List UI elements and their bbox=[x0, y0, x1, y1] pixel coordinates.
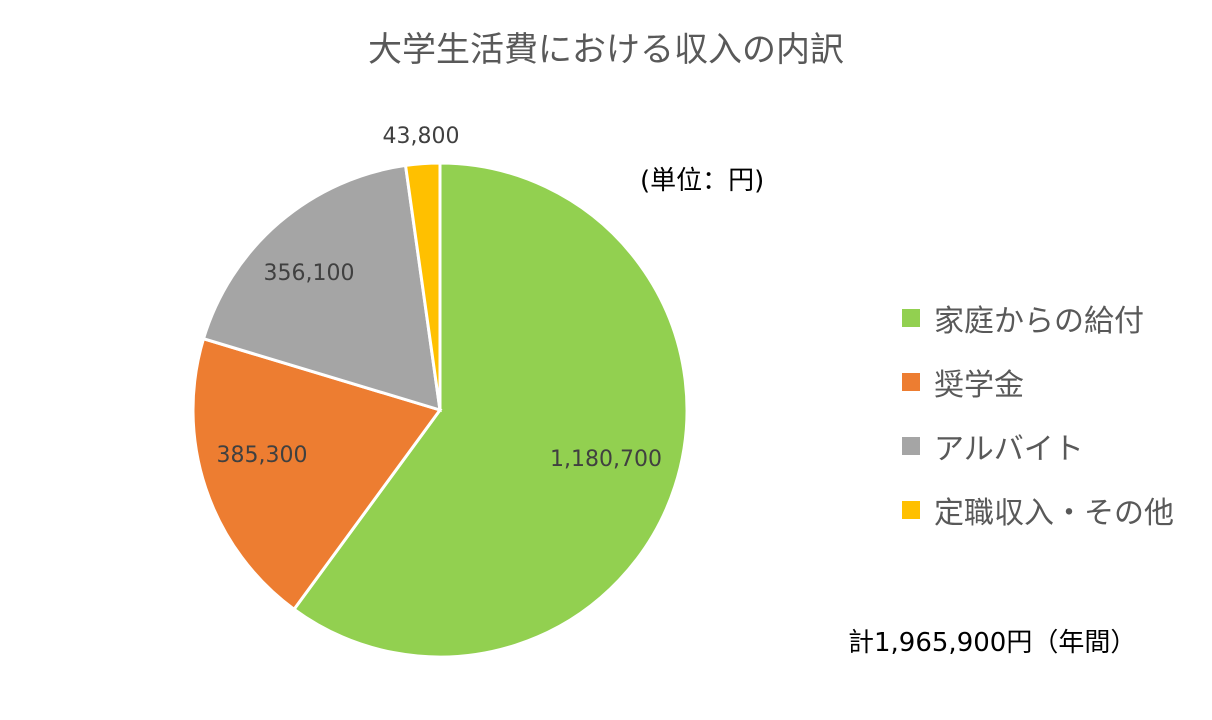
slice-value-label-1: 1,180,700 bbox=[550, 447, 662, 472]
legend-item: 奨学金 bbox=[902, 350, 1202, 414]
legend-swatch bbox=[902, 373, 920, 391]
legend-item: 家庭からの給付 bbox=[902, 286, 1202, 350]
legend: 家庭からの給付 奨学金アルバイト定職収入・その他 bbox=[902, 286, 1202, 542]
legend-label: アルバイト bbox=[934, 432, 1084, 467]
legend-label: 奨学金 bbox=[934, 368, 1024, 403]
legend-swatch bbox=[902, 501, 920, 519]
pie-slice-2 bbox=[191, 336, 443, 612]
pie-slices bbox=[191, 161, 689, 659]
pie-slice-1 bbox=[291, 161, 689, 659]
unit-note: (単位：円) bbox=[640, 166, 765, 196]
chart-title: 大学生活費における収入の内訳 bbox=[368, 30, 844, 70]
pie-slice-3 bbox=[201, 163, 442, 413]
pie-slice-4 bbox=[403, 161, 442, 411]
legend-item: アルバイト bbox=[902, 414, 1202, 478]
legend-label: 定職収入・その他 bbox=[934, 496, 1174, 531]
slice-value-label-4: 43,800 bbox=[383, 124, 460, 149]
slice-labels: 1,180,700 385,300 356,100 43,800 bbox=[217, 124, 662, 472]
slice-value-label-3: 356,100 bbox=[264, 261, 355, 286]
legend-item: 定職収入・その他 bbox=[902, 478, 1202, 542]
total-note: 計1,965,900円（年間） bbox=[848, 628, 1137, 658]
legend-swatch bbox=[902, 437, 920, 455]
legend-swatch bbox=[902, 309, 920, 327]
legend-label: 家庭からの給付 bbox=[934, 304, 1144, 339]
slice-value-label-2: 385,300 bbox=[217, 443, 308, 468]
